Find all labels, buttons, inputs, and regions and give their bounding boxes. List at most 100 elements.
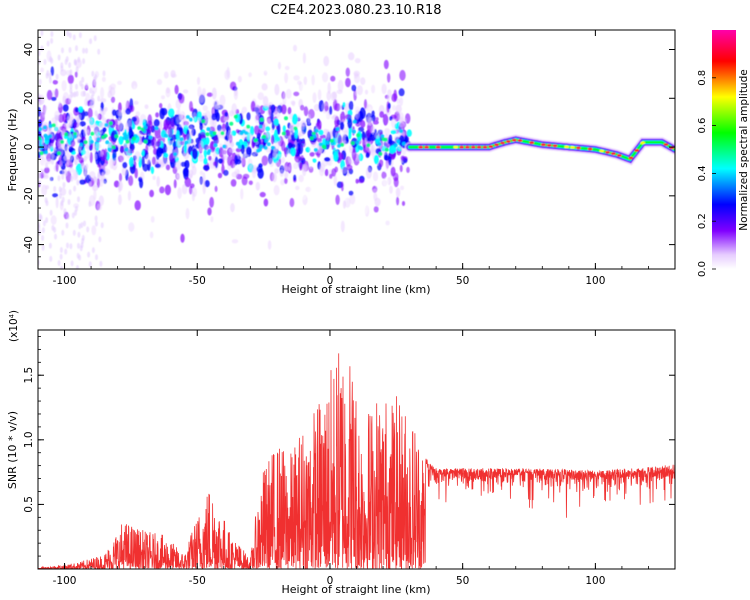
spectrogram-cell <box>44 105 48 112</box>
spectrogram-cell <box>93 76 96 83</box>
spectrogram-cell <box>40 30 44 36</box>
spectrogram-cell <box>61 173 65 180</box>
spectrogram-cell <box>270 128 274 134</box>
spectrogram-cell <box>326 90 332 101</box>
spectrogram-cell <box>81 162 85 169</box>
spectrogram-cell <box>48 242 52 249</box>
spectrogram-cell <box>133 100 139 105</box>
spectrogram-cell <box>309 151 315 157</box>
spectrogram-xtick-label: 100 <box>585 275 605 287</box>
spectrogram-cell <box>190 107 194 112</box>
spectrogram-cell <box>65 222 69 229</box>
spectrogram-cell <box>40 67 44 73</box>
spectrogram-cell <box>229 121 234 126</box>
spectrogram-cell <box>372 188 379 193</box>
spectrogram-cell <box>476 145 482 149</box>
spectrogram-cell <box>86 129 90 136</box>
spectrogram-cell <box>111 109 117 116</box>
spectrogram-cell <box>86 226 90 233</box>
spectrogram-cell <box>329 138 334 143</box>
spectrogram-cell <box>403 118 407 123</box>
spectrogram-cell <box>240 188 244 200</box>
spectrogram-cell <box>179 137 184 142</box>
spectrogram-cell <box>59 247 63 253</box>
spectrogram-cell <box>96 178 101 189</box>
spectrogram-cell <box>529 141 535 145</box>
spectrogram-cell <box>219 94 226 107</box>
spectrogram-cell <box>68 62 72 69</box>
spectrogram-cell <box>229 81 237 91</box>
spectrogram-cell <box>119 150 125 162</box>
spectrogram-cell <box>165 164 171 171</box>
spectrogram-cell <box>70 139 76 147</box>
spectrogram-cell <box>317 89 322 101</box>
spectrogram-cell <box>41 140 45 147</box>
spectrogram-cell <box>219 143 223 148</box>
spectrogram-cell <box>209 130 214 135</box>
spectrogram-cell <box>300 191 307 201</box>
spectrogram-cell <box>62 112 68 123</box>
spectrogram-cell <box>68 32 72 39</box>
spectrogram-cell <box>385 220 390 226</box>
spectrogram-cell <box>249 231 254 243</box>
snr-xtick-label: 100 <box>585 575 605 587</box>
spectrogram-cell <box>65 146 69 153</box>
spectrogram-cell <box>318 129 324 136</box>
spectrogram-cell <box>307 114 311 125</box>
spectrogram-cell <box>73 58 77 65</box>
spectrogram-cell <box>400 185 405 191</box>
spectrogram-cell <box>235 141 240 146</box>
spectrogram-cell <box>398 112 404 123</box>
snr-series-line <box>38 353 675 569</box>
spectrogram-cell <box>159 87 166 93</box>
spectrogram-cell <box>182 89 189 94</box>
spectrogram-cell <box>91 70 95 77</box>
spectrogram-cell <box>83 155 87 162</box>
spectrogram-cell <box>273 185 280 196</box>
snr-xlabel: Height of straight line (km) <box>281 583 430 596</box>
spectrogram-cell <box>611 152 616 156</box>
spectrogram-cell <box>358 126 365 133</box>
spectrogram-cell <box>51 96 57 101</box>
spectrogram-cell <box>284 116 288 121</box>
spectrogram-cell <box>128 222 135 232</box>
spectrogram-cell <box>272 152 278 160</box>
spectrogram-cell <box>541 143 546 147</box>
spectrogram-cell <box>127 190 131 201</box>
spectrogram-cell <box>44 197 48 204</box>
spectrogram-cell <box>264 65 268 73</box>
spectrogram-cell <box>360 120 366 128</box>
spectrogram-cell <box>406 166 410 173</box>
spectrogram-cell <box>242 173 250 179</box>
spectrogram-cell <box>79 179 86 185</box>
spectrogram-cell <box>58 193 62 199</box>
spectrogram-cell <box>354 58 361 64</box>
spectrogram-cell <box>102 185 106 197</box>
spectrogram-cell <box>41 235 45 241</box>
spectrogram-cell <box>353 70 361 77</box>
spectrogram-cell <box>309 185 314 193</box>
spectrogram-cell <box>389 185 393 194</box>
spectrogram-cell <box>93 35 97 42</box>
spectrogram-cell <box>79 142 84 147</box>
snr-xtick-label: 0 <box>327 575 334 587</box>
spectrogram-cell <box>88 261 92 268</box>
spectrogram-cell <box>173 152 178 157</box>
spectrogram-cell <box>231 103 237 115</box>
spectrogram-cell <box>108 121 113 126</box>
spectrogram-cell <box>75 83 78 90</box>
spectrogram-cell <box>399 69 406 81</box>
spectrogram-cell <box>188 117 193 122</box>
spectrogram-cell <box>337 79 344 92</box>
spectrogram-cell <box>335 127 340 131</box>
spectrogram-cell <box>401 141 406 146</box>
spectrogram-cell <box>253 138 258 143</box>
spectrogram-cell <box>330 75 336 82</box>
spectrogram-cell <box>61 229 65 236</box>
spectrogram-cell <box>424 145 429 149</box>
spectrogram-cell <box>517 139 523 142</box>
spectrogram-cell <box>230 179 237 187</box>
spectrogram-cell <box>70 154 73 161</box>
spectrogram-cell <box>300 104 305 111</box>
spectrogram-cell <box>365 116 372 126</box>
